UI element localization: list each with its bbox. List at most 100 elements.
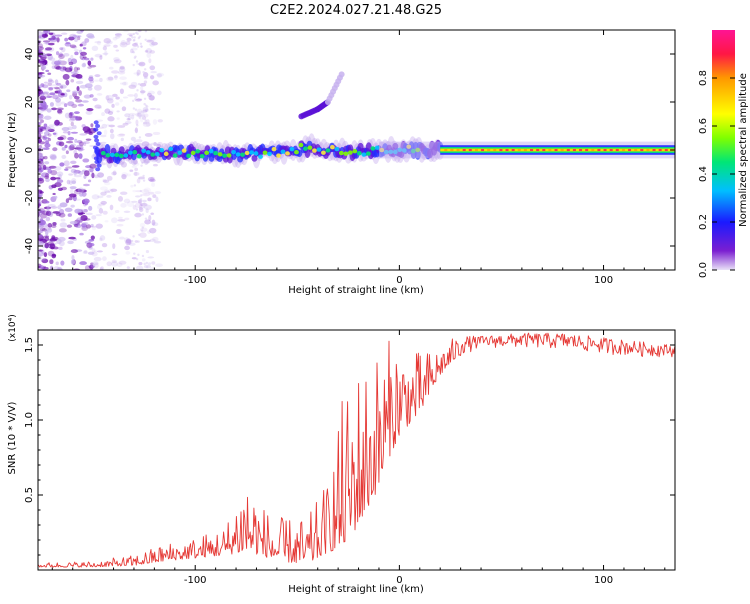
noise-speck — [118, 260, 127, 265]
noise-speck — [120, 202, 127, 208]
noise-speck — [70, 71, 77, 74]
colorbar-ticks: 0.0 0.2 0.4 0.6 0.8 — [698, 70, 735, 278]
noise-speck — [38, 113, 43, 117]
noise-speck — [138, 233, 141, 237]
noise-speck — [135, 257, 139, 261]
noise-speck — [87, 86, 93, 91]
ridge-band — [93, 134, 99, 139]
noise-speck — [105, 123, 110, 127]
colorbar-tick-label: 0.2 — [698, 214, 709, 230]
noise-speck — [133, 171, 140, 176]
noise-speck — [150, 142, 158, 146]
noise-speck — [139, 189, 143, 193]
noise-speck — [120, 40, 127, 46]
noise-speck — [82, 47, 87, 50]
noise-speck — [73, 174, 82, 178]
noise-speck — [81, 41, 87, 47]
noise-speck — [84, 265, 91, 270]
noise-speck — [51, 184, 57, 189]
noise-speck — [42, 34, 48, 37]
noise-speck — [125, 173, 131, 177]
noise-speck — [55, 267, 64, 270]
noise-speck — [144, 50, 149, 53]
noise-speck — [82, 56, 87, 59]
noise-speck — [108, 66, 114, 70]
noise-speck — [125, 250, 131, 255]
noise-speck — [155, 196, 159, 203]
noise-speck — [151, 219, 156, 226]
noise-speck — [111, 259, 117, 264]
noise-speck — [143, 102, 146, 106]
noise-speck — [106, 194, 112, 198]
noise-speck — [71, 178, 77, 184]
noise-speck — [150, 212, 155, 215]
noise-speck — [45, 47, 53, 51]
spectrogram-marks — [38, 30, 675, 270]
noise-speck — [95, 214, 102, 217]
tone-core — [493, 149, 497, 151]
noise-speck — [38, 158, 42, 162]
noise-speck — [114, 209, 120, 214]
noise-speck — [38, 118, 42, 121]
noise-speck — [87, 66, 92, 69]
noise-speck — [57, 109, 63, 114]
noise-speck — [77, 187, 85, 193]
noise-speck — [38, 249, 43, 252]
ridge-peak — [141, 148, 147, 153]
noise-speck — [97, 106, 102, 109]
noise-speck — [113, 57, 120, 62]
noise-speck — [59, 162, 65, 167]
noise-speck — [79, 218, 83, 223]
ridge-peak — [100, 150, 106, 156]
noise-speck — [156, 108, 161, 111]
noise-speck — [134, 195, 141, 198]
noise-speck — [93, 174, 101, 179]
noise-speck — [106, 98, 114, 104]
noise-speck — [68, 173, 74, 176]
noise-speck — [122, 122, 129, 126]
noise-speck — [146, 160, 149, 164]
noise-speck — [136, 178, 141, 184]
noise-speck — [74, 38, 78, 43]
tone-core — [597, 149, 601, 151]
tone-core — [511, 149, 515, 151]
noise-speck — [54, 87, 61, 90]
noise-speck — [147, 90, 155, 95]
noise-speck — [140, 89, 145, 95]
noise-speck — [80, 55, 84, 58]
noise-speck — [100, 200, 107, 205]
noise-speck — [56, 37, 60, 43]
noise-speck — [74, 152, 79, 159]
ridge-peak — [334, 146, 340, 152]
noise-speck — [40, 101, 47, 107]
noise-speck — [61, 147, 66, 151]
noise-speck — [121, 174, 127, 180]
noise-speck — [104, 50, 108, 57]
noise-speck — [45, 172, 50, 178]
ridge-peak — [338, 150, 344, 156]
noise-speck — [121, 106, 127, 112]
noise-speck — [38, 152, 44, 157]
noise-speck — [154, 191, 162, 195]
noise-speck — [131, 50, 134, 54]
noise-speck — [82, 250, 88, 254]
noise-speck — [135, 60, 139, 63]
noise-speck — [91, 226, 97, 231]
noise-speck — [41, 228, 47, 232]
colorbar-gradient — [712, 30, 735, 270]
noise-speck — [61, 127, 70, 132]
noise-speck — [44, 175, 50, 179]
noise-speck — [126, 37, 132, 42]
tone-core — [536, 149, 540, 151]
noise-speck — [53, 60, 61, 66]
noise-speck — [102, 52, 109, 55]
noise-speck — [131, 200, 138, 203]
noise-speck — [83, 249, 88, 254]
noise-speck — [58, 246, 63, 251]
noise-speck — [81, 100, 89, 103]
noise-speck — [65, 79, 70, 86]
noise-speck — [40, 212, 47, 219]
noise-speck — [38, 127, 41, 131]
noise-speck — [46, 95, 53, 99]
